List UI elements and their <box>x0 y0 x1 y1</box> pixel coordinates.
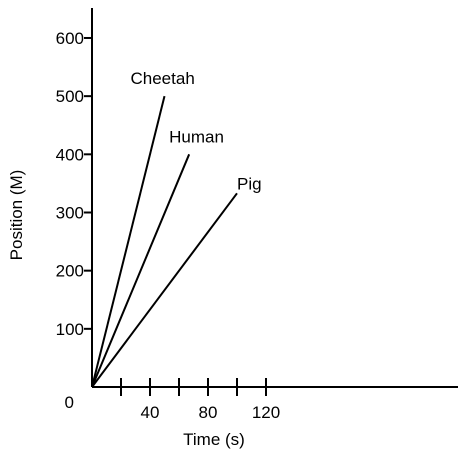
series-line-human <box>91 153 191 388</box>
x-tick-label-80: 80 <box>199 403 218 422</box>
series-lines <box>91 95 238 388</box>
y-tick-label-200: 200 <box>56 262 84 281</box>
x-axis-title: Time (s) <box>183 430 245 449</box>
y-tick-label-600: 600 <box>56 29 84 48</box>
y-tick-label-400: 400 <box>56 145 84 164</box>
series-line-cheetah <box>91 95 166 388</box>
series-label-pig: Pig <box>237 174 262 193</box>
y-axis-title: Position (M) <box>7 170 26 261</box>
ticks: 40 80 120 0 100 200 300 400 500 600 <box>56 29 281 422</box>
axes <box>91 8 458 388</box>
y-tick-label-500: 500 <box>56 87 84 106</box>
y-tick-label-300: 300 <box>56 203 84 222</box>
series-label-human: Human <box>169 127 224 146</box>
series-line-pig <box>91 192 238 388</box>
series-labels: Cheetah Human Pig <box>131 69 262 193</box>
y-tick-label-100: 100 <box>56 320 84 339</box>
x-tick-label-40: 40 <box>141 403 160 422</box>
y-tick-label-0: 0 <box>65 393 74 412</box>
series-label-cheetah: Cheetah <box>131 69 195 88</box>
x-tick-label-120: 120 <box>252 403 280 422</box>
